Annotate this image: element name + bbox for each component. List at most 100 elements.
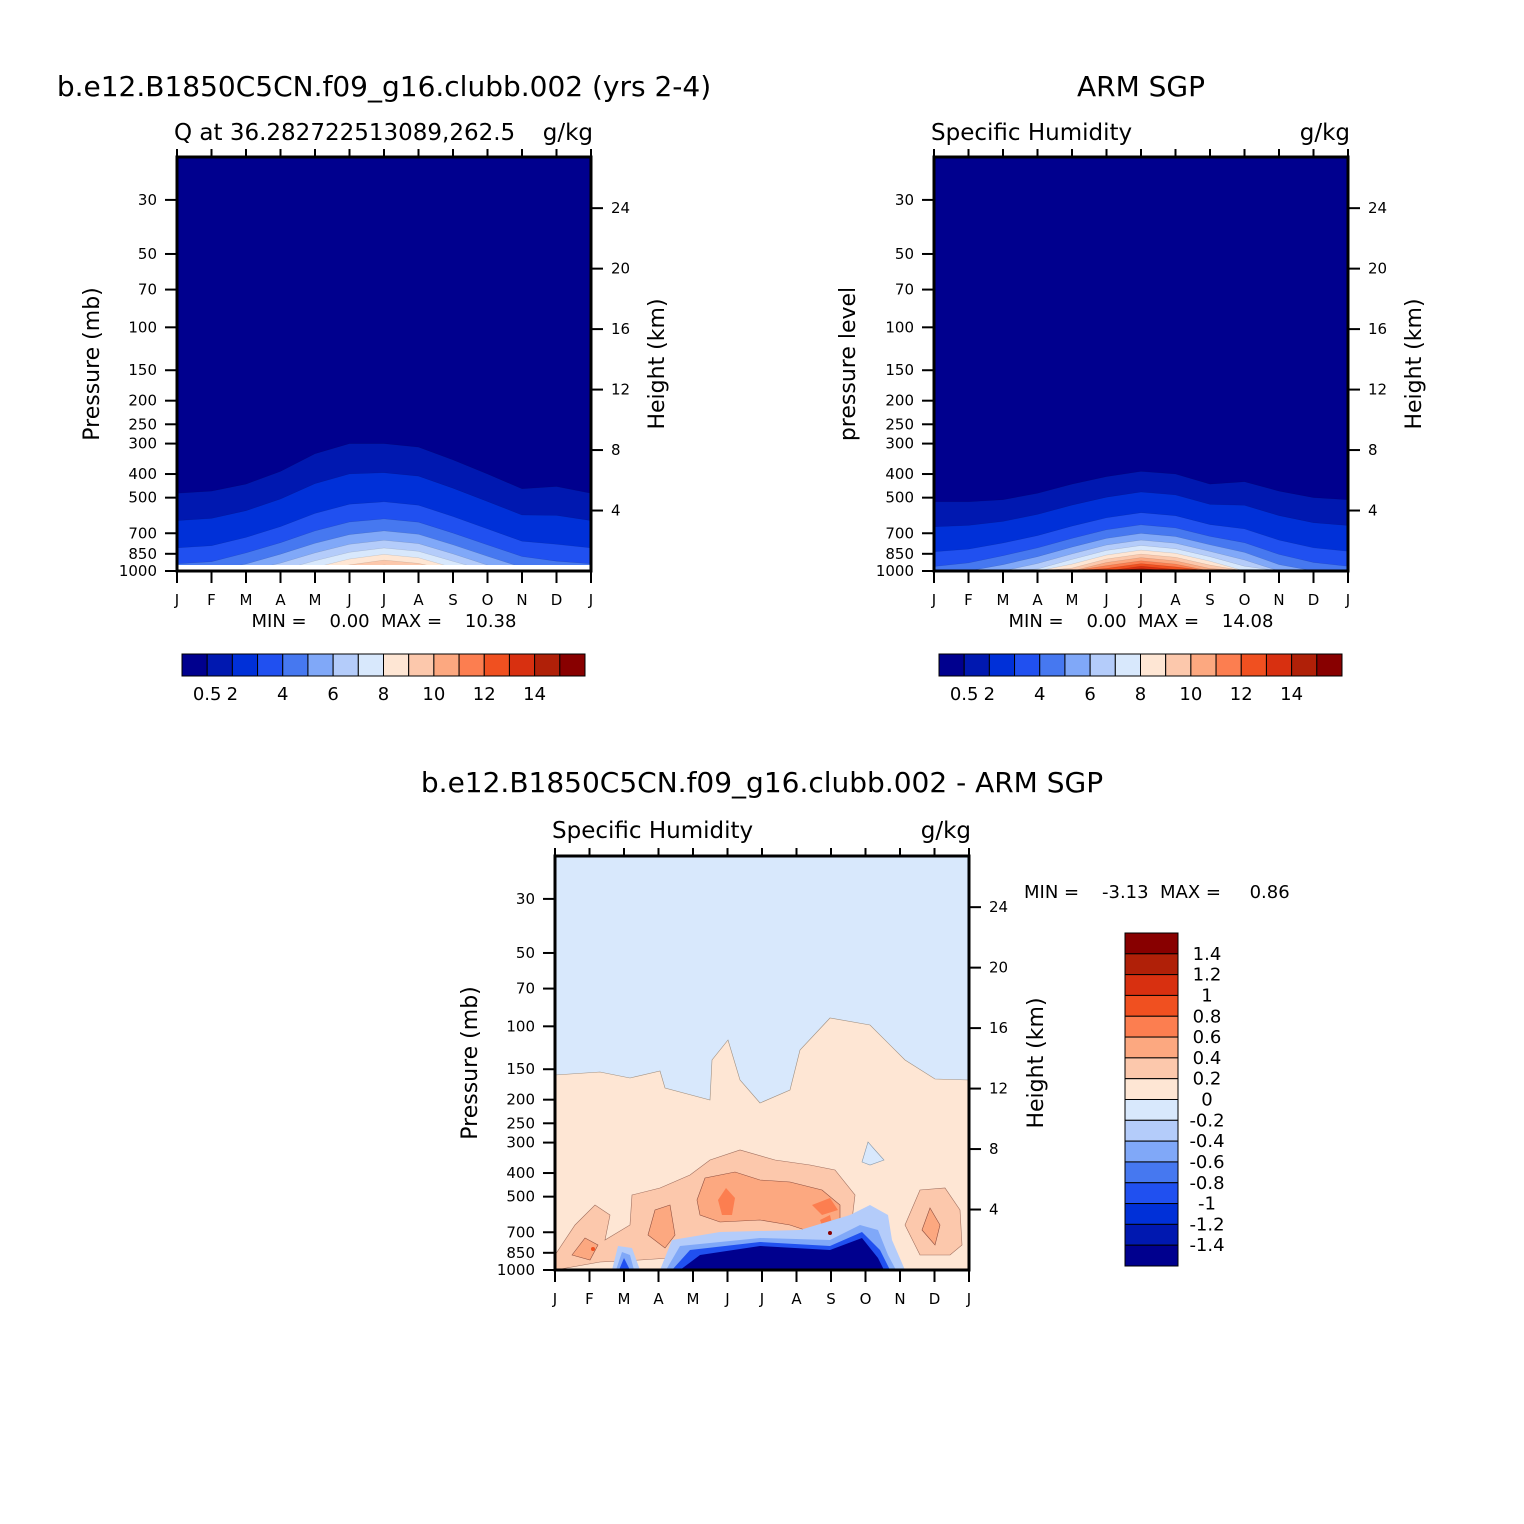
colorbar: 0.5 2 4 6 8 10 12 14 bbox=[938, 653, 1343, 705]
y-axis-label: Pressure (mb) bbox=[458, 986, 483, 1140]
colorbar-swatch bbox=[181, 653, 208, 677]
y-tick-label: 1000 bbox=[497, 1261, 535, 1279]
colorbar-label: 4 bbox=[277, 684, 288, 705]
colorbar-swatch bbox=[1124, 1119, 1179, 1142]
colorbar-swatch bbox=[1124, 1036, 1179, 1059]
x-tick-label: M bbox=[309, 591, 322, 609]
y2-axis-label: Height (km) bbox=[1024, 997, 1049, 1128]
y-tick-label: 250 bbox=[885, 415, 914, 433]
colorbar-swatch bbox=[1124, 1099, 1179, 1121]
x-tick-label: F bbox=[585, 1290, 594, 1308]
y2-tick-label: 12 bbox=[611, 381, 630, 399]
contour-field bbox=[934, 157, 1348, 571]
colorbar-swatch bbox=[257, 653, 284, 677]
y-tick-label: 50 bbox=[138, 245, 157, 263]
x-tick-label: J bbox=[588, 591, 593, 609]
colorbar-label: 4 bbox=[1034, 684, 1045, 705]
y-tick-label: 50 bbox=[516, 944, 535, 962]
panel-title: b.e12.B1850C5CN.f09_g16.clubb.002 - ARM … bbox=[421, 766, 1103, 799]
colorbar-label: 10 bbox=[422, 684, 445, 705]
colorbar-swatch bbox=[1124, 1015, 1179, 1038]
y-tick-label: 700 bbox=[128, 524, 157, 542]
colorbar-label: -1.4 bbox=[1189, 1235, 1224, 1256]
y-tick-label: 850 bbox=[506, 1244, 535, 1262]
x-tick-label: J bbox=[174, 591, 179, 609]
y-tick-label: 300 bbox=[885, 435, 914, 453]
minmax-text: MIN = 0.00 MAX = 14.08 bbox=[1009, 611, 1274, 632]
colorbar-label: 0.4 bbox=[1193, 1048, 1222, 1069]
x-tick-label: M bbox=[997, 591, 1010, 609]
y-tick-label: 150 bbox=[506, 1060, 535, 1078]
x-tick-label: J bbox=[1103, 591, 1108, 609]
colorbar-swatch bbox=[1215, 653, 1242, 677]
colorbar-swatch bbox=[1124, 1078, 1179, 1100]
y-axis-label: pressure level bbox=[836, 287, 861, 441]
y-tick-label: 100 bbox=[885, 318, 914, 336]
minmax-text: MIN = 0.00 MAX = 10.38 bbox=[252, 611, 517, 632]
colorbar-swatch bbox=[307, 653, 334, 677]
colorbar-swatch bbox=[1124, 953, 1179, 976]
colorbar-label: 0.8 bbox=[1193, 1006, 1222, 1027]
x-tick-label: S bbox=[1205, 591, 1215, 609]
x-tick-label: J bbox=[966, 1290, 971, 1308]
colorbar-swatch bbox=[332, 653, 359, 677]
colorbar-swatch bbox=[1114, 653, 1141, 677]
colorbar-swatch bbox=[1165, 653, 1192, 677]
y-tick-label: 300 bbox=[506, 1134, 535, 1152]
y-tick-label: 150 bbox=[885, 361, 914, 379]
x-tick-label: A bbox=[413, 591, 424, 609]
colorbar-swatch bbox=[1316, 653, 1343, 677]
colorbar-label: 6 bbox=[327, 684, 338, 705]
x-tick-label: J bbox=[1345, 591, 1350, 609]
panel-title: b.e12.B1850C5CN.f09_g16.clubb.002 (yrs 2… bbox=[57, 70, 711, 103]
x-tick-label: S bbox=[826, 1290, 836, 1308]
colorbar-swatch bbox=[1039, 653, 1066, 677]
x-tick-label: M bbox=[618, 1290, 631, 1308]
colorbar-label: 1 bbox=[1201, 985, 1212, 1006]
colorbar-label: 1.4 bbox=[1193, 944, 1222, 965]
colorbar-swatch bbox=[1124, 1244, 1179, 1267]
y-tick-label: 100 bbox=[506, 1017, 535, 1035]
colorbar-swatch bbox=[433, 653, 460, 677]
y-tick-label: 30 bbox=[516, 890, 535, 908]
y-tick-label: 200 bbox=[885, 392, 914, 410]
x-tick-label: J bbox=[552, 1290, 557, 1308]
y2-tick-label: 24 bbox=[989, 898, 1008, 916]
y-tick-label: 400 bbox=[506, 1164, 535, 1182]
colorbar-swatch bbox=[1064, 653, 1091, 677]
colorbar-swatch bbox=[1014, 653, 1041, 677]
y2-tick-label: 4 bbox=[611, 502, 621, 520]
y-tick-label: 250 bbox=[128, 415, 157, 433]
colorbar-swatch bbox=[534, 653, 561, 677]
x-tick-label: J bbox=[346, 591, 351, 609]
colorbar-label: 10 bbox=[1179, 684, 1202, 705]
colorbar-swatch bbox=[938, 653, 965, 677]
colorbar-swatch bbox=[988, 653, 1016, 677]
colorbar-swatch bbox=[1291, 653, 1318, 677]
x-tick-label: F bbox=[207, 591, 216, 609]
x-tick-label: O bbox=[482, 591, 494, 609]
colorbar-label: 0.5 bbox=[950, 684, 979, 705]
colorbar-swatch bbox=[231, 653, 259, 677]
colorbar: 1.41.210.80.60.40.20-0.2-0.4-0.6-0.8-1-1… bbox=[1124, 932, 1225, 1267]
colorbar-label: 14 bbox=[523, 684, 546, 705]
minmax-text: MIN = -3.13 MAX = 0.86 bbox=[1024, 882, 1290, 903]
y2-tick-label: 16 bbox=[1368, 320, 1387, 338]
y2-tick-label: 20 bbox=[611, 260, 630, 278]
colorbar-swatch bbox=[1140, 653, 1167, 677]
colorbar-swatch bbox=[508, 653, 536, 677]
colorbar-label: 14 bbox=[1280, 684, 1303, 705]
y2-tick-label: 16 bbox=[989, 1019, 1008, 1037]
y-tick-label: 500 bbox=[128, 489, 157, 507]
x-tick-label: D bbox=[551, 591, 563, 609]
colorbar-label: 0.5 bbox=[193, 684, 222, 705]
x-tick-label: O bbox=[1239, 591, 1251, 609]
y-tick-label: 850 bbox=[885, 545, 914, 563]
x-tick-label: J bbox=[931, 591, 936, 609]
y-tick-label: 700 bbox=[885, 524, 914, 542]
colorbar-swatch bbox=[963, 653, 990, 677]
x-tick-label: A bbox=[653, 1290, 664, 1308]
colorbar-label: -1 bbox=[1198, 1194, 1216, 1215]
